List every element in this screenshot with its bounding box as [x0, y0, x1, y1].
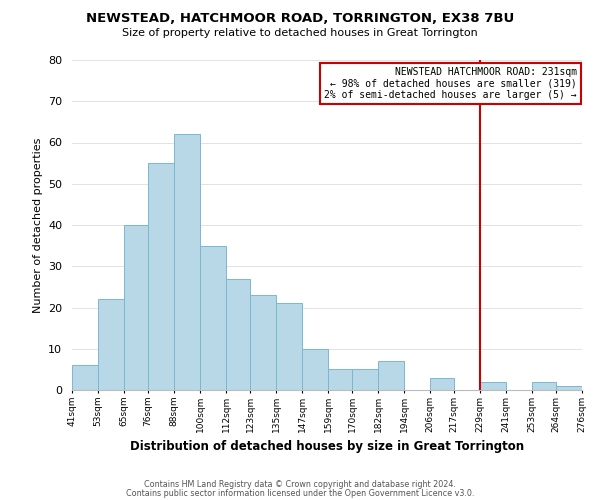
Bar — [352, 370, 378, 390]
Y-axis label: Number of detached properties: Number of detached properties — [32, 138, 43, 312]
X-axis label: Distribution of detached houses by size in Great Torrington: Distribution of detached houses by size … — [130, 440, 524, 454]
Text: Size of property relative to detached houses in Great Torrington: Size of property relative to detached ho… — [122, 28, 478, 38]
Bar — [480, 382, 506, 390]
Text: Contains HM Land Registry data © Crown copyright and database right 2024.: Contains HM Land Registry data © Crown c… — [144, 480, 456, 489]
Bar — [72, 365, 98, 390]
Text: Contains public sector information licensed under the Open Government Licence v3: Contains public sector information licen… — [126, 489, 474, 498]
Bar — [98, 299, 124, 390]
Bar — [276, 304, 302, 390]
Bar — [302, 349, 328, 390]
Bar — [556, 386, 582, 390]
Bar — [148, 163, 174, 390]
Bar — [532, 382, 556, 390]
Bar — [250, 295, 276, 390]
Bar — [226, 278, 250, 390]
Bar — [124, 225, 148, 390]
Bar — [378, 361, 404, 390]
Text: NEWSTEAD, HATCHMOOR ROAD, TORRINGTON, EX38 7BU: NEWSTEAD, HATCHMOOR ROAD, TORRINGTON, EX… — [86, 12, 514, 26]
Bar — [200, 246, 226, 390]
Bar — [430, 378, 454, 390]
Bar — [328, 370, 352, 390]
Bar — [174, 134, 200, 390]
Text: NEWSTEAD HATCHMOOR ROAD: 231sqm
← 98% of detached houses are smaller (319)
2% of: NEWSTEAD HATCHMOOR ROAD: 231sqm ← 98% of… — [324, 66, 577, 100]
